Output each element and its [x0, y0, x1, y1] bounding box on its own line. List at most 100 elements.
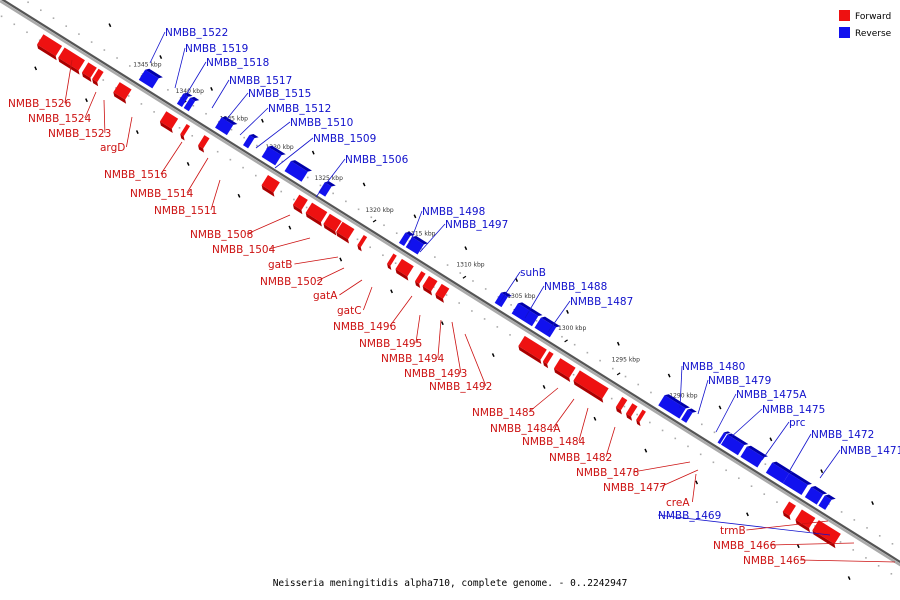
gene-label-text[interactable]: NMBB_1515 — [248, 88, 311, 100]
gene-label-text[interactable]: NMBB_1477 — [603, 482, 666, 494]
gene-label-text[interactable]: NMBB_1522 — [165, 27, 228, 39]
gene-label-text[interactable]: NMBB_1497 — [445, 219, 508, 231]
gene-label-text[interactable]: gatC — [337, 305, 362, 317]
gene-label-text[interactable]: NMBB_1495 — [359, 338, 422, 350]
forward-gene-feature[interactable] — [37, 34, 63, 61]
reverse-gene-label[interactable]: NMBB_1475 — [729, 404, 825, 439]
reverse-gene-feature[interactable] — [658, 394, 690, 419]
gene-label-text[interactable]: NMBB_1496 — [333, 321, 397, 333]
reverse-gene-label[interactable]: NMBB_1506 — [315, 154, 409, 198]
forward-gene-feature[interactable] — [542, 351, 554, 369]
gene-label-text[interactable]: NMBB_1479 — [708, 375, 771, 387]
forward-gene-label[interactable]: gatB — [268, 256, 339, 271]
reverse-gene-feature[interactable] — [215, 116, 238, 136]
forward-gene-feature[interactable] — [292, 194, 308, 215]
reverse-gene-label[interactable]: NMBB_1522 — [149, 27, 228, 64]
reverse-gene-feature[interactable] — [534, 316, 561, 338]
forward-gene-label[interactable]: NMBB_1477 — [603, 469, 699, 494]
gene-label-text[interactable]: NMBB_1502 — [260, 276, 323, 288]
forward-gene-feature[interactable] — [636, 409, 646, 427]
forward-gene-label[interactable]: NMBB_1482 — [549, 426, 616, 464]
reverse-gene-feature[interactable] — [804, 486, 828, 505]
forward-gene-feature[interactable] — [573, 370, 609, 403]
gene-label-text[interactable]: NMBB_1493 — [404, 368, 467, 380]
forward-gene-label[interactable]: argD — [100, 116, 133, 154]
forward-gene-feature[interactable] — [336, 221, 355, 244]
reverse-gene-feature[interactable] — [720, 433, 749, 456]
forward-gene-label[interactable]: NMBB_1485 — [472, 387, 559, 419]
gene-label-text[interactable]: NMBB_1482 — [549, 452, 612, 464]
gene-label-text[interactable]: NMBB_1506 — [345, 154, 409, 166]
forward-gene-feature[interactable] — [323, 213, 342, 236]
gene-label-text[interactable]: NMBB_1488 — [544, 281, 607, 293]
reverse-gene-feature[interactable] — [782, 472, 812, 496]
forward-gene-label[interactable]: creA — [666, 473, 697, 509]
reverse-gene-feature[interactable] — [740, 445, 768, 468]
reverse-gene-label[interactable]: NMBB_1517 — [211, 75, 292, 109]
reverse-gene-feature[interactable] — [818, 494, 836, 510]
gene-label-text[interactable]: suhB — [520, 267, 546, 279]
reverse-gene-label[interactable]: NMBB_1469 — [657, 510, 831, 536]
forward-gene-label[interactable]: NMBB_1502 — [260, 267, 345, 288]
reverse-gene-feature[interactable] — [318, 181, 336, 197]
reverse-gene-feature[interactable] — [138, 68, 163, 89]
reverse-gene-label[interactable]: NMBB_1497 — [419, 219, 508, 253]
forward-gene-label[interactable]: NMBB_1484A — [490, 398, 575, 435]
forward-gene-label[interactable]: NMBB_1504 — [212, 237, 311, 256]
reverse-gene-label[interactable]: NMBB_1479 — [697, 375, 771, 415]
forward-gene-label[interactable]: NMBB_1494 — [381, 319, 445, 365]
reverse-gene-feature[interactable] — [765, 461, 794, 484]
reverse-gene-feature[interactable] — [681, 408, 697, 423]
forward-gene-feature[interactable] — [92, 68, 104, 87]
forward-gene-feature[interactable] — [180, 124, 191, 141]
reverse-gene-label[interactable]: NMBB_1512 — [239, 103, 331, 136]
forward-gene-feature[interactable] — [58, 47, 85, 75]
forward-gene-label[interactable]: NMBB_1496 — [333, 295, 413, 333]
reverse-gene-feature[interactable] — [183, 96, 200, 112]
reverse-gene-label[interactable]: NMBB_1515 — [225, 88, 311, 121]
gene-label-text[interactable]: NMBB_1484A — [490, 423, 561, 435]
forward-gene-feature[interactable] — [81, 62, 97, 83]
forward-gene-label[interactable]: NMBB_1524 — [28, 91, 97, 125]
forward-gene-label[interactable]: NMBB_1495 — [359, 314, 422, 350]
forward-gene-label[interactable]: NMBB_1466 — [713, 540, 855, 552]
forward-gene-label[interactable]: NMBB_1514 — [130, 157, 209, 200]
forward-gene-label[interactable]: NMBB_1511 — [154, 179, 221, 217]
gene-label-text[interactable]: NMBB_1475 — [762, 404, 825, 416]
forward-gene-label[interactable]: NMBB_1492 — [429, 333, 492, 393]
forward-gene-feature[interactable] — [435, 283, 450, 303]
forward-gene-feature[interactable] — [795, 509, 816, 533]
reverse-gene-feature[interactable] — [243, 134, 259, 149]
reverse-gene-label[interactable]: NMBB_1519 — [174, 43, 248, 89]
forward-gene-feature[interactable] — [305, 202, 328, 227]
gene-label-text[interactable]: NMBB_1511 — [154, 205, 217, 217]
gene-label-text[interactable]: NMBB_1478 — [576, 467, 639, 479]
reverse-gene-label[interactable]: NMBB_1475A — [715, 389, 807, 433]
gene-label-text[interactable]: NMBB_1492 — [429, 381, 492, 393]
reverse-gene-label[interactable]: NMBB_1509 — [274, 133, 376, 169]
forward-gene-feature[interactable] — [113, 82, 132, 104]
forward-gene-feature[interactable] — [415, 271, 426, 289]
gene-label-text[interactable]: NMBB_1471 — [840, 445, 900, 457]
reverse-gene-label[interactable]: NMBB_1510 — [255, 117, 353, 149]
reverse-gene-label[interactable]: NMBB_1487 — [547, 296, 633, 333]
forward-gene-label[interactable]: trmB — [720, 520, 829, 537]
gene-label-text[interactable]: NMBB_1475A — [736, 389, 807, 401]
reverse-gene-feature[interactable] — [284, 160, 312, 182]
forward-gene-feature[interactable] — [395, 258, 414, 281]
gene-label-text[interactable]: NMBB_1485 — [472, 407, 535, 419]
reverse-gene-label[interactable]: NMBB_1471 — [819, 445, 900, 479]
reverse-gene-feature[interactable] — [717, 431, 731, 445]
gene-label-text[interactable]: NMBB_1480 — [682, 361, 745, 373]
forward-gene-feature[interactable] — [553, 358, 576, 383]
forward-gene-feature[interactable] — [626, 403, 638, 421]
forward-gene-feature[interactable] — [198, 135, 210, 153]
gene-label-text[interactable]: NMBB_1504 — [212, 244, 276, 256]
gene-label-text[interactable]: NMBB_1512 — [268, 103, 331, 115]
forward-gene-label[interactable]: NMBB_1493 — [404, 321, 467, 380]
reverse-gene-label[interactable]: NMBB_1472 — [789, 429, 874, 471]
forward-gene-label[interactable]: gatC — [337, 286, 373, 317]
forward-gene-label[interactable]: NMBB_1523 — [48, 99, 111, 140]
gene-label-text[interactable]: creA — [666, 497, 690, 509]
reverse-gene-label[interactable]: NMBB_1488 — [524, 281, 607, 319]
